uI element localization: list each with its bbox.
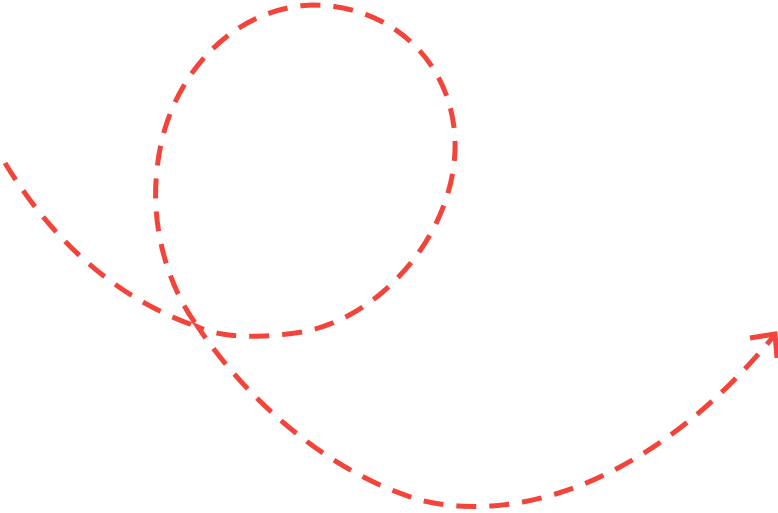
arrow-head — [749, 331, 778, 359]
